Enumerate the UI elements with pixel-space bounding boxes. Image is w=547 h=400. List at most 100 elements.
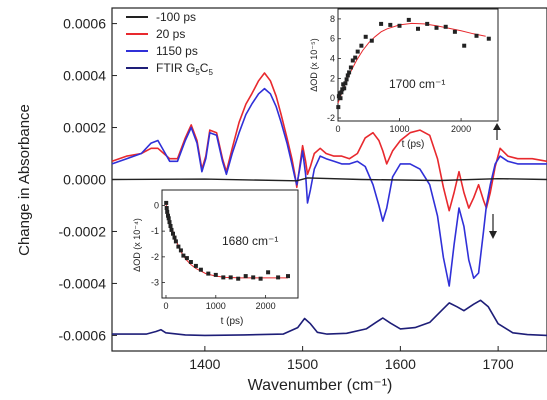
main-x-tick-label: 1700	[483, 356, 514, 372]
inset-1680-data-point	[166, 213, 170, 218]
main-chart: 0.0006 0.0004 0.0002 0.0000 -0.0002 -0.0004 -0…	[16, 7, 547, 394]
inset-1680-data-point	[251, 275, 256, 280]
inset-1680-data-point	[171, 231, 175, 236]
inset-1680-data-point	[236, 276, 241, 281]
main-x-tick-label: 1400	[189, 356, 220, 372]
inset-1680-data-point	[266, 270, 271, 275]
inset-1680-data-point	[173, 239, 178, 244]
inset-1700-data-point	[443, 24, 448, 29]
inset-1700-y-tick-label: 2	[330, 73, 335, 83]
inset-1680-x-tick-label: 1000	[206, 301, 226, 311]
inset-1680-y-label: ΔOD (x 10⁻⁴)	[132, 218, 142, 272]
inset-1700-data-point	[347, 70, 352, 75]
inset-1700-data-point	[355, 49, 360, 54]
inset-1700-x-label: t (ps)	[402, 139, 425, 150]
inset-1680-data-point	[276, 275, 281, 280]
inset-1680-data-point	[188, 260, 193, 264]
inset-1700-data-point	[348, 65, 353, 70]
inset-1700-y-tick-label: -2	[327, 113, 335, 123]
inset-1700-data-point	[345, 73, 350, 78]
inset-1700-data-point	[343, 81, 348, 86]
inset-1680-data-point	[165, 209, 170, 214]
inset-1680-data-point	[193, 263, 198, 268]
inset-1700-x-tick-label: 0	[335, 124, 340, 134]
inset-1700-data-point	[344, 77, 349, 82]
main-y-axis-label: Change in Absorbance	[16, 104, 33, 256]
main-x-axis-label: Wavenumber (cm⁻¹)	[248, 377, 393, 394]
inset-1680-data-point	[258, 276, 263, 281]
main-y-tick-label: -0.0002	[59, 223, 107, 239]
main-y-ticks: 0.0006 0.0004 0.0002 0.0000 -0.0002 -0.0004 -0…	[59, 16, 117, 343]
main-y-tick-label: 0.0006	[63, 16, 106, 32]
main-y-tick-label: 0.0004	[63, 68, 106, 84]
inset-1700-data-point	[363, 34, 368, 39]
inset-1680: 0-1-2-30 1000 2000 1680 cm⁻¹ ΔOD (x 10⁻⁴) …	[132, 189, 299, 327]
inset-1680-y-tick-label: -2	[151, 252, 159, 262]
inset-1700-data-point	[350, 58, 355, 63]
inset-1700-x-tick-label: 2000	[451, 124, 471, 134]
legend-label-1150ps: 1150 ps	[156, 44, 198, 58]
legend-label-ftir: FTIR G5C5	[156, 61, 213, 77]
inset-1700-data-point	[388, 22, 393, 27]
inset-1700-data-point	[379, 21, 384, 26]
main-y-tick-label: 0.0000	[63, 172, 106, 188]
inset-1680-data-point	[164, 200, 169, 205]
inset-1700-data-point	[359, 43, 364, 48]
inset-1680-data-point	[178, 248, 183, 253]
inset-1680-data-point	[164, 206, 169, 210]
inset-1680-marks	[164, 200, 290, 281]
main-y-tick-label: -0.0006	[59, 327, 107, 343]
inset-1680-y-tick-label: 0	[154, 200, 159, 210]
inset-1700-data-point	[339, 90, 344, 95]
main-y-tick-label: 0.0002	[63, 120, 106, 136]
inset-1700-x-tick-label: 1000	[390, 124, 410, 134]
main-series-group	[111, 72, 547, 337]
inset-1680-y-tick-label: -3	[151, 278, 159, 288]
series-line-neg100ps	[111, 177, 547, 182]
inset-1700-data-point	[338, 96, 343, 101]
series-line-ftir	[112, 299, 547, 337]
inset-1680-data-point	[184, 256, 189, 261]
series-line-1150ps	[111, 87, 547, 287]
main-x-tick-label: 1600	[385, 356, 416, 372]
inset-1700-y-tick-label: 8	[330, 14, 335, 24]
inset-1680-data-point	[166, 216, 171, 221]
inset-1680-frame	[161, 189, 299, 299]
inset-1680-data-point	[213, 272, 218, 277]
legend-label-20ps: 20 ps	[156, 27, 185, 41]
inset-1700-data-point	[434, 25, 439, 30]
inset-1700-data-point	[341, 82, 346, 87]
inset-1700-marks	[336, 17, 491, 110]
inset-1700-y-tick-label: 4	[330, 54, 335, 64]
inset-1680-data-point	[167, 220, 172, 225]
inset-1700-y-label: ΔOD (x 10⁻⁵)	[309, 38, 319, 92]
main-x-tick-label: 1500	[287, 356, 318, 372]
inset-1680-data-point	[176, 244, 181, 249]
up-arrow-annotation	[493, 123, 501, 140]
inset-1700-data-point	[336, 105, 341, 110]
down-arrow-annotation	[489, 214, 497, 239]
inset-1680-x-tick-label: 2000	[256, 301, 276, 311]
inset-1700-data-point	[397, 23, 402, 28]
inset-1680-data-point	[168, 224, 173, 228]
inset-1700-frame	[337, 8, 499, 122]
inset-1700-data-point	[406, 17, 411, 22]
inset-1700-data-point	[353, 55, 358, 60]
inset-1700-y-tick-label: 6	[330, 34, 335, 44]
inset-1700-fit-line	[337, 22, 486, 104]
inset-1680-data-point	[181, 253, 186, 258]
legend: -100 ps 20 ps 1150 ps FTIR G5C5	[126, 10, 213, 77]
inset-1700-data-point	[369, 38, 374, 43]
main-x-ticks: 1400 1500 1600 1700	[189, 346, 514, 372]
legend-label-neg100ps: -100 ps	[156, 10, 196, 24]
inset-1700-y-tick-label: 0	[330, 93, 335, 103]
inset-1700-data-point	[462, 43, 467, 48]
inset-1680-ticks: 0 -1 -2 -3 0 1000 2000	[151, 200, 276, 311]
inset-1680-data-point	[286, 274, 290, 279]
inset-1700-data-point	[342, 86, 347, 91]
inset-1680-data-point	[228, 275, 233, 280]
inset-1700-data-point	[486, 36, 491, 41]
